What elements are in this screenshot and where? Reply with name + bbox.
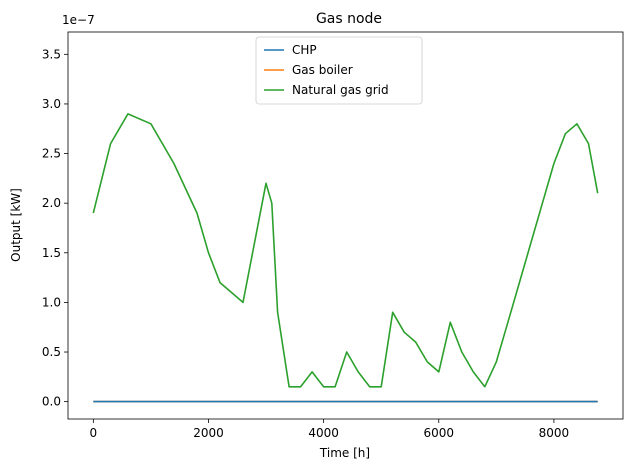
series-layer	[92, 113, 599, 403]
legend-label: Natural gas grid	[292, 83, 389, 97]
x-tick-label: 0	[90, 426, 98, 440]
y-axis-label: Output [kW]	[9, 188, 23, 262]
series-line-natural-gas-grid	[92, 113, 599, 388]
chart-title: Gas node	[316, 11, 382, 27]
legend: CHP Gas boiler Natural gas grid	[255, 36, 423, 105]
ticks: 0 2000 4000 6000 8000 0.0 0.5 1.0 1.5 2.0 2.5 3.0 3.…	[42, 47, 569, 440]
legend-box	[255, 36, 423, 105]
y-tick-label: 1.0	[42, 295, 61, 309]
y-tick-label: 3.0	[42, 97, 61, 111]
y-tick-label: 1.5	[42, 246, 61, 260]
x-tick-label: 6000	[423, 426, 454, 440]
x-axis-label: Time [h]	[319, 446, 370, 460]
y-offset-text: 1e−7	[62, 13, 95, 27]
y-tick-label: 2.0	[42, 196, 61, 210]
x-tick-label: 8000	[539, 426, 570, 440]
legend-label: Gas boiler	[292, 63, 353, 77]
y-tick-label: 0.5	[42, 345, 61, 359]
y-tick-label: 3.5	[42, 47, 61, 61]
y-tick-label: 0.0	[42, 395, 61, 409]
axes-frame	[67, 31, 624, 420]
plot-area	[92, 113, 599, 403]
y-tick-label: 2.5	[42, 147, 61, 161]
x-tick-label: 2000	[193, 426, 224, 440]
x-tick-label: 4000	[308, 426, 339, 440]
legend-label: CHP	[292, 43, 317, 57]
